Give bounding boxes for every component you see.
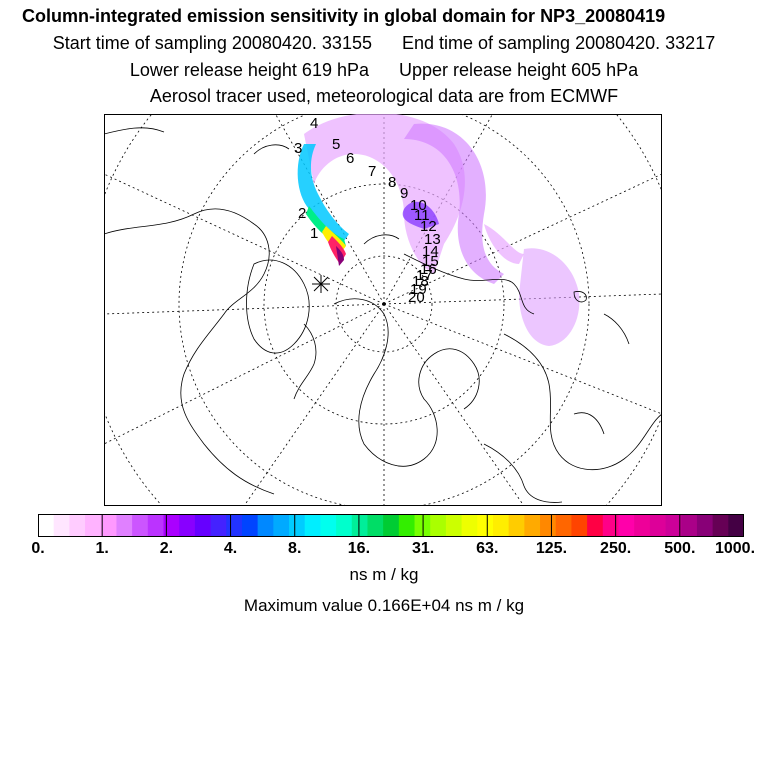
colorbar-tick-label: 1.: [95, 540, 109, 557]
end-time-label: End time of sampling 20080420. 33217: [401, 33, 716, 53]
trajectory-label: 6: [346, 150, 354, 167]
upper-release-label: Upper release height 605 hPa: [399, 60, 639, 80]
colorbar-cell: [100, 514, 118, 537]
colorbar-cell: [555, 514, 573, 537]
colorbar-cell: [477, 514, 494, 537]
trajectory-label: 12: [420, 218, 437, 235]
colorbar-tick-label: 500.: [664, 540, 696, 557]
polar-map: 1 2 3 4 5 6 7 8 9 10 11 12 13 14 15 16 1…: [104, 114, 662, 506]
colorbar-cell: [289, 514, 306, 537]
colorbar-tick-label: 63.: [476, 540, 499, 557]
colorbar-cell: [445, 514, 463, 537]
colorbar-cell: [116, 514, 133, 537]
colorbar-cell: [194, 514, 212, 537]
trajectory-label: 11: [414, 207, 430, 224]
release-site-marker: [312, 275, 330, 293]
trajectory-label: 7: [368, 163, 376, 180]
colorbar-cell: [351, 514, 369, 537]
colorbar: [38, 514, 744, 537]
colorbar-cell: [273, 514, 290, 537]
trajectory-label: 14: [422, 243, 439, 260]
trajectory-label: 13: [424, 231, 441, 248]
colorbar-cell: [712, 514, 729, 537]
colorbar-cell: [649, 514, 667, 537]
units-label: ns m / kg: [349, 565, 419, 584]
trajectory-label: 1: [310, 225, 318, 242]
lower-release-label: Lower release height 619 hPa: [129, 60, 369, 80]
trajectory-label: 4: [310, 115, 318, 132]
max-value-label: Maximum value 0.166E+04 ns m / kg: [243, 596, 525, 615]
trajectory-label: 8: [388, 174, 396, 191]
sampling-time-row: Start time of sampling 20080420. 33155 E…: [0, 33, 768, 54]
trajectory-label: 9: [400, 185, 408, 202]
colorbar-cell: [681, 514, 698, 537]
colorbar-cell: [163, 514, 180, 537]
colorbar-tick-label: 2.: [159, 540, 174, 557]
trajectory-label: 16: [420, 261, 437, 278]
colorbar-cell: [540, 514, 557, 537]
colorbar-cell: [320, 514, 337, 537]
colorbar-cell: [304, 514, 321, 537]
colorbar-cell: [634, 514, 651, 537]
colorbar-cell: [38, 514, 55, 537]
tracer-info-label: Aerosol tracer used, meteorological data…: [149, 86, 619, 106]
sensitivity-plume: [297, 114, 580, 346]
colorbar-cell: [492, 514, 510, 537]
colorbar-cell: [665, 514, 682, 537]
colorbar-cell: [461, 514, 478, 537]
colorbar-cell: [367, 514, 384, 537]
trajectory-label: 10: [410, 197, 427, 214]
trajectory-label: 2: [298, 205, 306, 222]
trajectory-label: 3: [294, 140, 302, 157]
colorbar-cell: [602, 514, 620, 537]
colorbar-tick-label: 31.: [411, 540, 435, 557]
colorbar-cell: [69, 514, 86, 537]
plot-title: Column-integrated emission sensitivity i…: [22, 6, 666, 26]
colorbar-tick-label: 1000.: [714, 540, 756, 557]
trajectory-label: 15: [422, 253, 439, 270]
trajectory-label: 17: [416, 267, 433, 284]
colorbar-cell: [524, 514, 541, 537]
colorbar-cell: [618, 514, 635, 537]
colorbar-cell: [430, 514, 447, 537]
colorbar-tick-label: 0.: [31, 540, 45, 557]
colorbar-cell: [728, 514, 744, 537]
colorbar-cell: [257, 514, 274, 537]
release-height-row: Lower release height 619 hPa Upper relea…: [0, 60, 768, 81]
colorbar-cell: [147, 514, 165, 537]
colorbar-cell: [508, 514, 525, 537]
trajectory-label: 20: [408, 289, 425, 306]
trajectory-label: 5: [332, 136, 340, 153]
start-time-label: Start time of sampling 20080420. 33155: [52, 33, 372, 53]
colorbar-cell: [383, 514, 400, 537]
colorbar-cell: [398, 514, 416, 537]
trajectory-label: 19: [410, 281, 427, 298]
trajectory-label: 18: [412, 273, 429, 290]
colorbar-cell: [179, 514, 196, 537]
colorbar-tick-label: 125.: [535, 540, 568, 557]
colorbar-cell: [210, 514, 227, 537]
colorbar-tick-labels: 0. 1. 2. 4. 8. 16. 31. 63. 125. 250. 500. 1000.: [0, 540, 768, 562]
colorbar-cell: [571, 514, 588, 537]
colorbar-cell: [85, 514, 102, 537]
colorbar-cell: [132, 514, 149, 537]
coastlines: [104, 127, 662, 503]
colorbar-cell: [587, 514, 604, 537]
colorbar-cell: [696, 514, 714, 537]
colorbar-cell: [336, 514, 353, 537]
colorbar-cell: [226, 514, 243, 537]
colorbar-tick-label: 16.: [347, 540, 371, 557]
colorbar-cell: [241, 514, 259, 537]
colorbar-tick-label: 4.: [223, 540, 238, 557]
colorbar-tick-label: 8.: [288, 540, 302, 557]
trajectory-labels: 1 2 3 4 5 6 7 8 9 10 11 12 13 14 15 16 1…: [294, 115, 441, 306]
colorbar-cell: [53, 514, 70, 537]
colorbar-tick-label: 250.: [600, 540, 632, 557]
